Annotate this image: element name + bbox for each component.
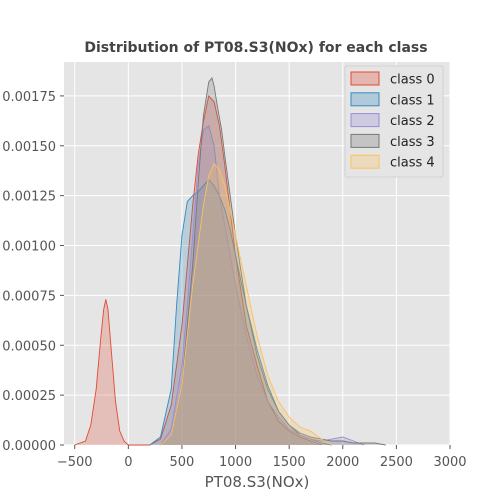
x-tick-label: −500 (57, 455, 93, 470)
density-area-class-2 (160, 125, 365, 445)
density-line-class-2 (160, 125, 365, 446)
density-line-class-0 (74, 94, 322, 446)
x-axis-label: PT08.S3(NOx) (205, 473, 310, 491)
x-tick-label: 2500 (380, 455, 413, 470)
legend-box (344, 65, 444, 178)
x-tick-label: 500 (170, 455, 195, 470)
y-tick-label: 0.00025 (2, 389, 56, 404)
chart-title: Distribution of PT08.S3(NOx) for each cl… (84, 40, 427, 56)
y-tick-label: 0.00125 (2, 190, 56, 205)
density-areas (74, 76, 386, 446)
legend-swatch (350, 154, 380, 169)
y-axis: 0.00000 0.00025 0.00050 0.00075 0.00100 0.001… (2, 90, 64, 454)
legend: class 0 class 1 class 2 class 3 class 4 (344, 65, 444, 178)
legend-swatch (350, 71, 380, 86)
y-tick-label: 0.00175 (2, 90, 56, 105)
x-tick-label: 1000 (219, 455, 252, 470)
x-tick-label: 1500 (273, 455, 306, 470)
y-tick-label: 0.00000 (2, 439, 56, 454)
legend-label: class 4 (390, 156, 435, 171)
y-tick-label: 0.00075 (2, 289, 56, 304)
x-tick-label: 3000 (433, 455, 466, 470)
y-tick-label: 0.00150 (2, 140, 56, 155)
y-tick-label: 0.00050 (2, 339, 56, 354)
legend-swatch (350, 92, 380, 107)
density-area-class-3 (160, 77, 386, 445)
legend-label: class 0 (390, 73, 435, 88)
x-axis: −500 0 500 1000 1500 2000 2500 3000 (57, 445, 467, 470)
y-tick-label: 0.00100 (2, 240, 56, 255)
legend-label: class 1 (390, 93, 435, 108)
legend-swatch (350, 113, 380, 128)
x-tick-label: 0 (124, 455, 132, 470)
legend-label: class 2 (390, 114, 435, 129)
legend-swatch (350, 133, 380, 148)
density-line-class-4 (160, 162, 333, 446)
density-area-class-4 (160, 163, 333, 445)
density-line-class-3 (160, 76, 386, 446)
density-area-class-0 (74, 95, 322, 445)
x-tick-label: 2000 (326, 455, 359, 470)
legend-label: class 3 (390, 135, 435, 150)
